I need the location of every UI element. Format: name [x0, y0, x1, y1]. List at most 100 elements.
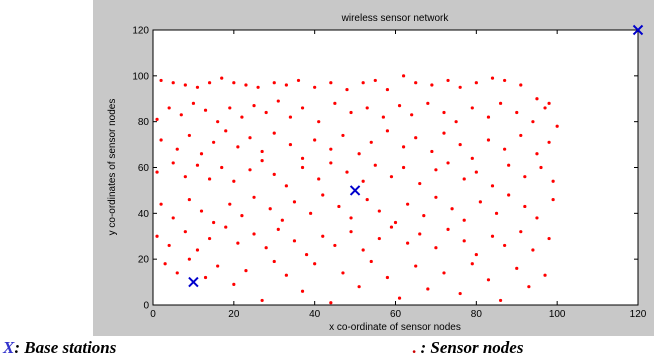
y-tick-label: 120	[132, 26, 149, 37]
sensor-node-point	[244, 269, 248, 273]
x-tick-label: 60	[390, 309, 402, 320]
sensor-node-point	[369, 259, 373, 264]
y-tick-label: 20	[138, 255, 150, 266]
sensor-node-point	[503, 147, 507, 151]
sensor-node-point	[397, 104, 402, 108]
sensor-node-point	[442, 271, 446, 275]
sensor-node-point	[183, 83, 187, 87]
sensor-node-point	[462, 239, 466, 243]
sensor-node-point	[179, 113, 183, 117]
sensor-node-point	[381, 115, 385, 119]
sensor-node-point	[224, 225, 228, 229]
sensor-node-point	[397, 296, 402, 300]
sensor-node-point	[426, 287, 430, 291]
sensor-node-point	[329, 161, 333, 165]
y-axis-label: y co-ordinates of sensor nodes	[107, 99, 118, 236]
legend-base-label: : Base stations	[14, 338, 117, 357]
sensor-node-point	[333, 243, 337, 248]
sensor-node-point	[212, 140, 216, 144]
axis-ticks: 0 20 40 60 80 100 120 0 20 40 60 80 100 120	[132, 26, 646, 321]
sensor-node-point	[300, 106, 305, 110]
sensor-node-point	[410, 113, 414, 117]
sensor-node-point	[523, 175, 527, 179]
sensor-node-point	[349, 230, 353, 234]
sensor-node-point	[470, 262, 474, 266]
sensor-node-point	[228, 106, 232, 110]
sensor-node-point	[284, 83, 288, 87]
sensor-node-point	[284, 184, 288, 188]
sensor-node-point	[361, 248, 365, 252]
sensor-node-point	[264, 246, 268, 250]
sensor-node-point	[377, 209, 381, 213]
sensor-node-point	[300, 289, 305, 293]
base-station-marker	[188, 276, 199, 288]
y-tick-label: 0	[143, 301, 149, 312]
x-tick-label: 120	[630, 309, 647, 320]
sensor-node-point	[199, 209, 204, 213]
sensor-node-point	[276, 227, 280, 231]
chart-title: wireless sensor network	[341, 13, 450, 24]
sensor-node-point	[292, 200, 297, 204]
sensor-node-point	[539, 165, 543, 170]
sensor-node-point	[458, 291, 462, 296]
sensor-node-point	[159, 78, 163, 83]
sensor-node-point	[272, 131, 276, 135]
sensor-node-point	[434, 246, 438, 250]
sensor-node-point	[333, 101, 337, 105]
sensor-node-point	[377, 236, 381, 241]
sensor-node-point	[272, 172, 276, 176]
sensor-node-point	[304, 252, 309, 257]
sensor-node-point	[159, 138, 163, 142]
sensor-node-point	[414, 264, 418, 268]
sensor-node-point	[187, 197, 191, 202]
sensor-node-point	[551, 179, 555, 183]
sensor-node-point	[442, 131, 446, 135]
sensor-node-point	[240, 115, 244, 119]
sensor-node-point	[531, 248, 535, 252]
sensor-node-point	[450, 207, 454, 211]
sensor-node-point	[207, 81, 212, 85]
sensor-node-point	[313, 262, 317, 266]
sensor-node-point	[454, 120, 458, 124]
sensor-node-point	[349, 216, 353, 220]
sensor-node-point	[329, 301, 333, 305]
sensor-node-point	[389, 225, 394, 229]
sensor-node-point	[494, 211, 499, 215]
sensor-node-point	[260, 298, 264, 303]
sensor-node-point	[256, 85, 260, 89]
sensor-node-point	[155, 234, 159, 238]
sensor-node-point	[216, 264, 220, 268]
sensor-node-point	[446, 78, 450, 83]
sensor-node-point	[345, 170, 349, 174]
sensor-node-point	[252, 232, 256, 236]
sensor-node-point	[313, 85, 317, 89]
sensor-node-point	[474, 252, 478, 257]
sensor-node-point	[515, 266, 519, 270]
sensor-node-point	[406, 202, 410, 206]
sensor-node-point	[349, 110, 353, 115]
x-tick-label: 100	[549, 309, 566, 320]
sensor-node-point	[373, 78, 377, 83]
legend-base-symbol: X	[3, 338, 15, 357]
sensor-node-point	[321, 234, 325, 238]
sensor-node-point	[507, 193, 511, 197]
sensor-node-point	[337, 204, 341, 209]
sensor-node-point	[486, 278, 491, 282]
sensor-node-point	[551, 197, 555, 202]
sensor-node-point	[292, 239, 297, 243]
sensor-node-point	[535, 97, 539, 101]
sensor-node-point	[341, 133, 345, 138]
legend-sensor-symbol: .	[412, 338, 417, 357]
sensor-node-point	[503, 78, 507, 83]
sensor-node-point	[317, 120, 321, 124]
sensor-node-point	[365, 106, 369, 110]
legend-sensor-nodes: . : Sensor nodes	[412, 338, 523, 358]
sensor-node-point	[195, 248, 200, 252]
sensor-node-point	[547, 101, 551, 105]
sensor-node-point	[523, 204, 527, 209]
sensor-node-point	[284, 273, 288, 277]
base-station-marker	[632, 24, 644, 36]
sensor-node-point	[252, 195, 256, 199]
sensor-node-point	[260, 159, 264, 163]
sensor-node-point	[155, 117, 159, 121]
